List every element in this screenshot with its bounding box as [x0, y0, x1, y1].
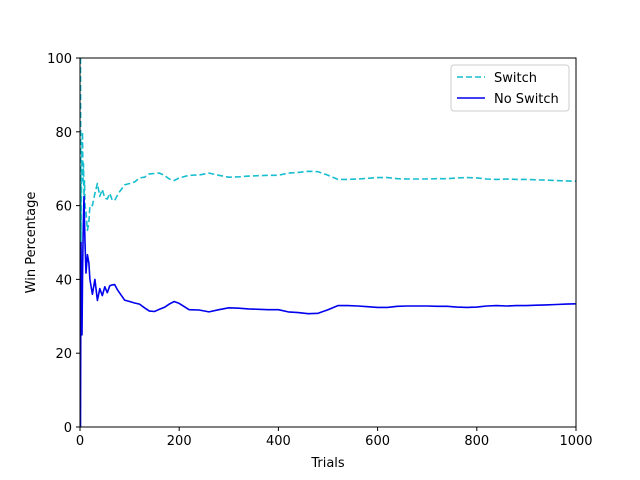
x-axis-label: Trials	[310, 456, 345, 471]
y-axis-label: Win Percentage	[24, 192, 39, 294]
x-tick-label: 400	[266, 434, 291, 449]
legend-label-1: Switch	[494, 71, 537, 86]
series-line-1	[79, 57, 577, 244]
series-line-2	[79, 195, 577, 428]
y-axis: 0 20 40 60 80 100	[47, 52, 80, 436]
legend-label-2: No Switch	[494, 92, 559, 107]
x-axis: 0 200 400 600 800 1000	[76, 427, 593, 449]
x-tick-label: 0	[76, 434, 84, 449]
plot-area	[79, 57, 577, 428]
legend: Switch No Switch	[450, 64, 570, 112]
y-tick-label: 60	[55, 200, 72, 215]
x-tick-label: 1000	[559, 434, 592, 449]
y-tick-label: 80	[55, 126, 72, 141]
x-tick-label: 200	[167, 434, 192, 449]
x-tick-label: 800	[464, 434, 489, 449]
y-tick-label: 100	[47, 52, 72, 67]
y-tick-label: 40	[55, 273, 72, 288]
plot-frame	[79, 57, 577, 428]
y-tick-label: 0	[64, 421, 72, 436]
x-tick-label: 600	[365, 434, 390, 449]
y-tick-label: 20	[55, 347, 72, 362]
